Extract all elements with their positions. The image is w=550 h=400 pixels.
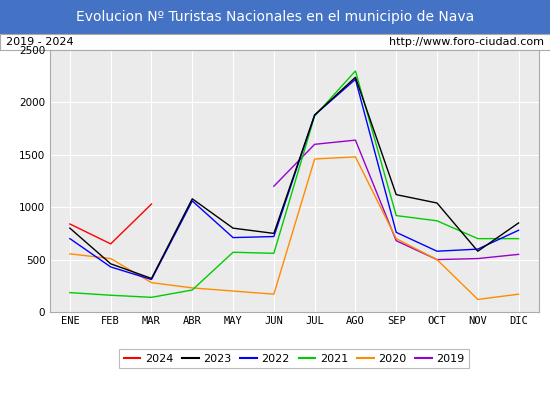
Text: Evolucion Nº Turistas Nacionales en el municipio de Nava: Evolucion Nº Turistas Nacionales en el m… [76,10,474,24]
Legend: 2024, 2023, 2022, 2021, 2020, 2019: 2024, 2023, 2022, 2021, 2020, 2019 [119,349,469,368]
Text: http://www.foro-ciudad.com: http://www.foro-ciudad.com [389,37,544,47]
Text: 2019 - 2024: 2019 - 2024 [6,37,73,47]
